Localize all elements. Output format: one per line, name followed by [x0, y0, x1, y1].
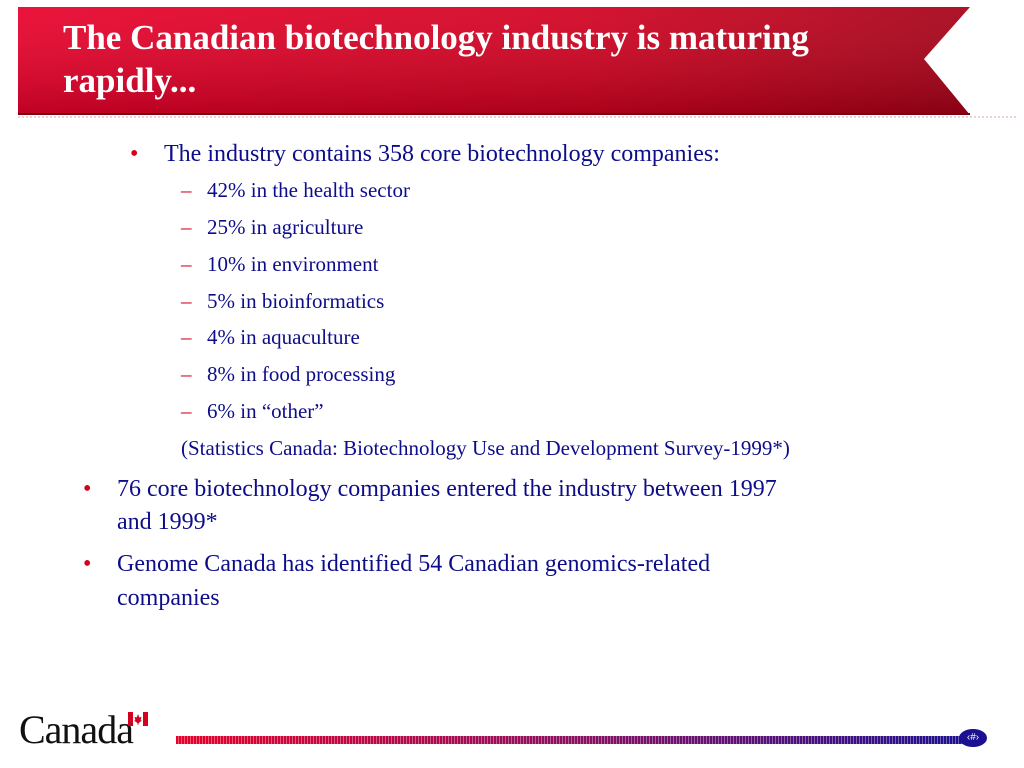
sub-bullet-text: 5% in bioinformatics: [207, 289, 385, 313]
sub-bullet-marker: –: [181, 325, 192, 349]
page-number-badge: [959, 729, 987, 747]
bullet-text: The industry contains 358 core biotechno…: [164, 141, 720, 167]
sub-bullet-text: 8% in food processing: [207, 362, 396, 386]
title-banner: The Canadian biotechnology industry is m…: [18, 7, 970, 115]
bullet-text-continued: companies: [117, 585, 220, 611]
title-divider: [18, 116, 1018, 118]
sub-bullet-text: 10% in environment: [207, 252, 379, 276]
page-number: ‹#›: [966, 732, 980, 743]
sub-bullet-marker: –: [181, 362, 192, 386]
title-banner-shape: [18, 7, 970, 115]
canada-wordmark: Canada: [19, 707, 134, 752]
source-citation: (Statistics Canada: Biotechnology Use an…: [181, 436, 790, 460]
sub-bullet-marker: –: [181, 289, 192, 313]
bullet-text-continued: and 1999*: [117, 509, 218, 535]
bullet-text: 76 core biotechnology companies entered …: [117, 476, 777, 502]
sub-bullet-marker: –: [181, 178, 192, 202]
sub-bullet-text: 4% in aquaculture: [207, 325, 360, 349]
slide-title: The Canadian biotechnology industry is m…: [63, 18, 809, 100]
sub-bullet-marker: –: [181, 252, 192, 276]
sub-bullet-text: 42% in the health sector: [207, 178, 410, 202]
sub-bullet-text: 6% in “other”: [207, 399, 324, 423]
bullet-text: Genome Canada has identified 54 Canadian…: [117, 551, 711, 577]
sub-bullet-marker: –: [181, 215, 192, 239]
sub-bullet-marker: –: [181, 399, 192, 423]
sub-bullet-text: 25% in agriculture: [207, 215, 364, 239]
bullet-marker: •: [130, 141, 139, 167]
bullet-marker: •: [83, 476, 92, 502]
canada-flag-icon: [128, 712, 148, 726]
footer-decorative-bar: [176, 736, 976, 744]
bullet-marker: •: [83, 551, 92, 577]
